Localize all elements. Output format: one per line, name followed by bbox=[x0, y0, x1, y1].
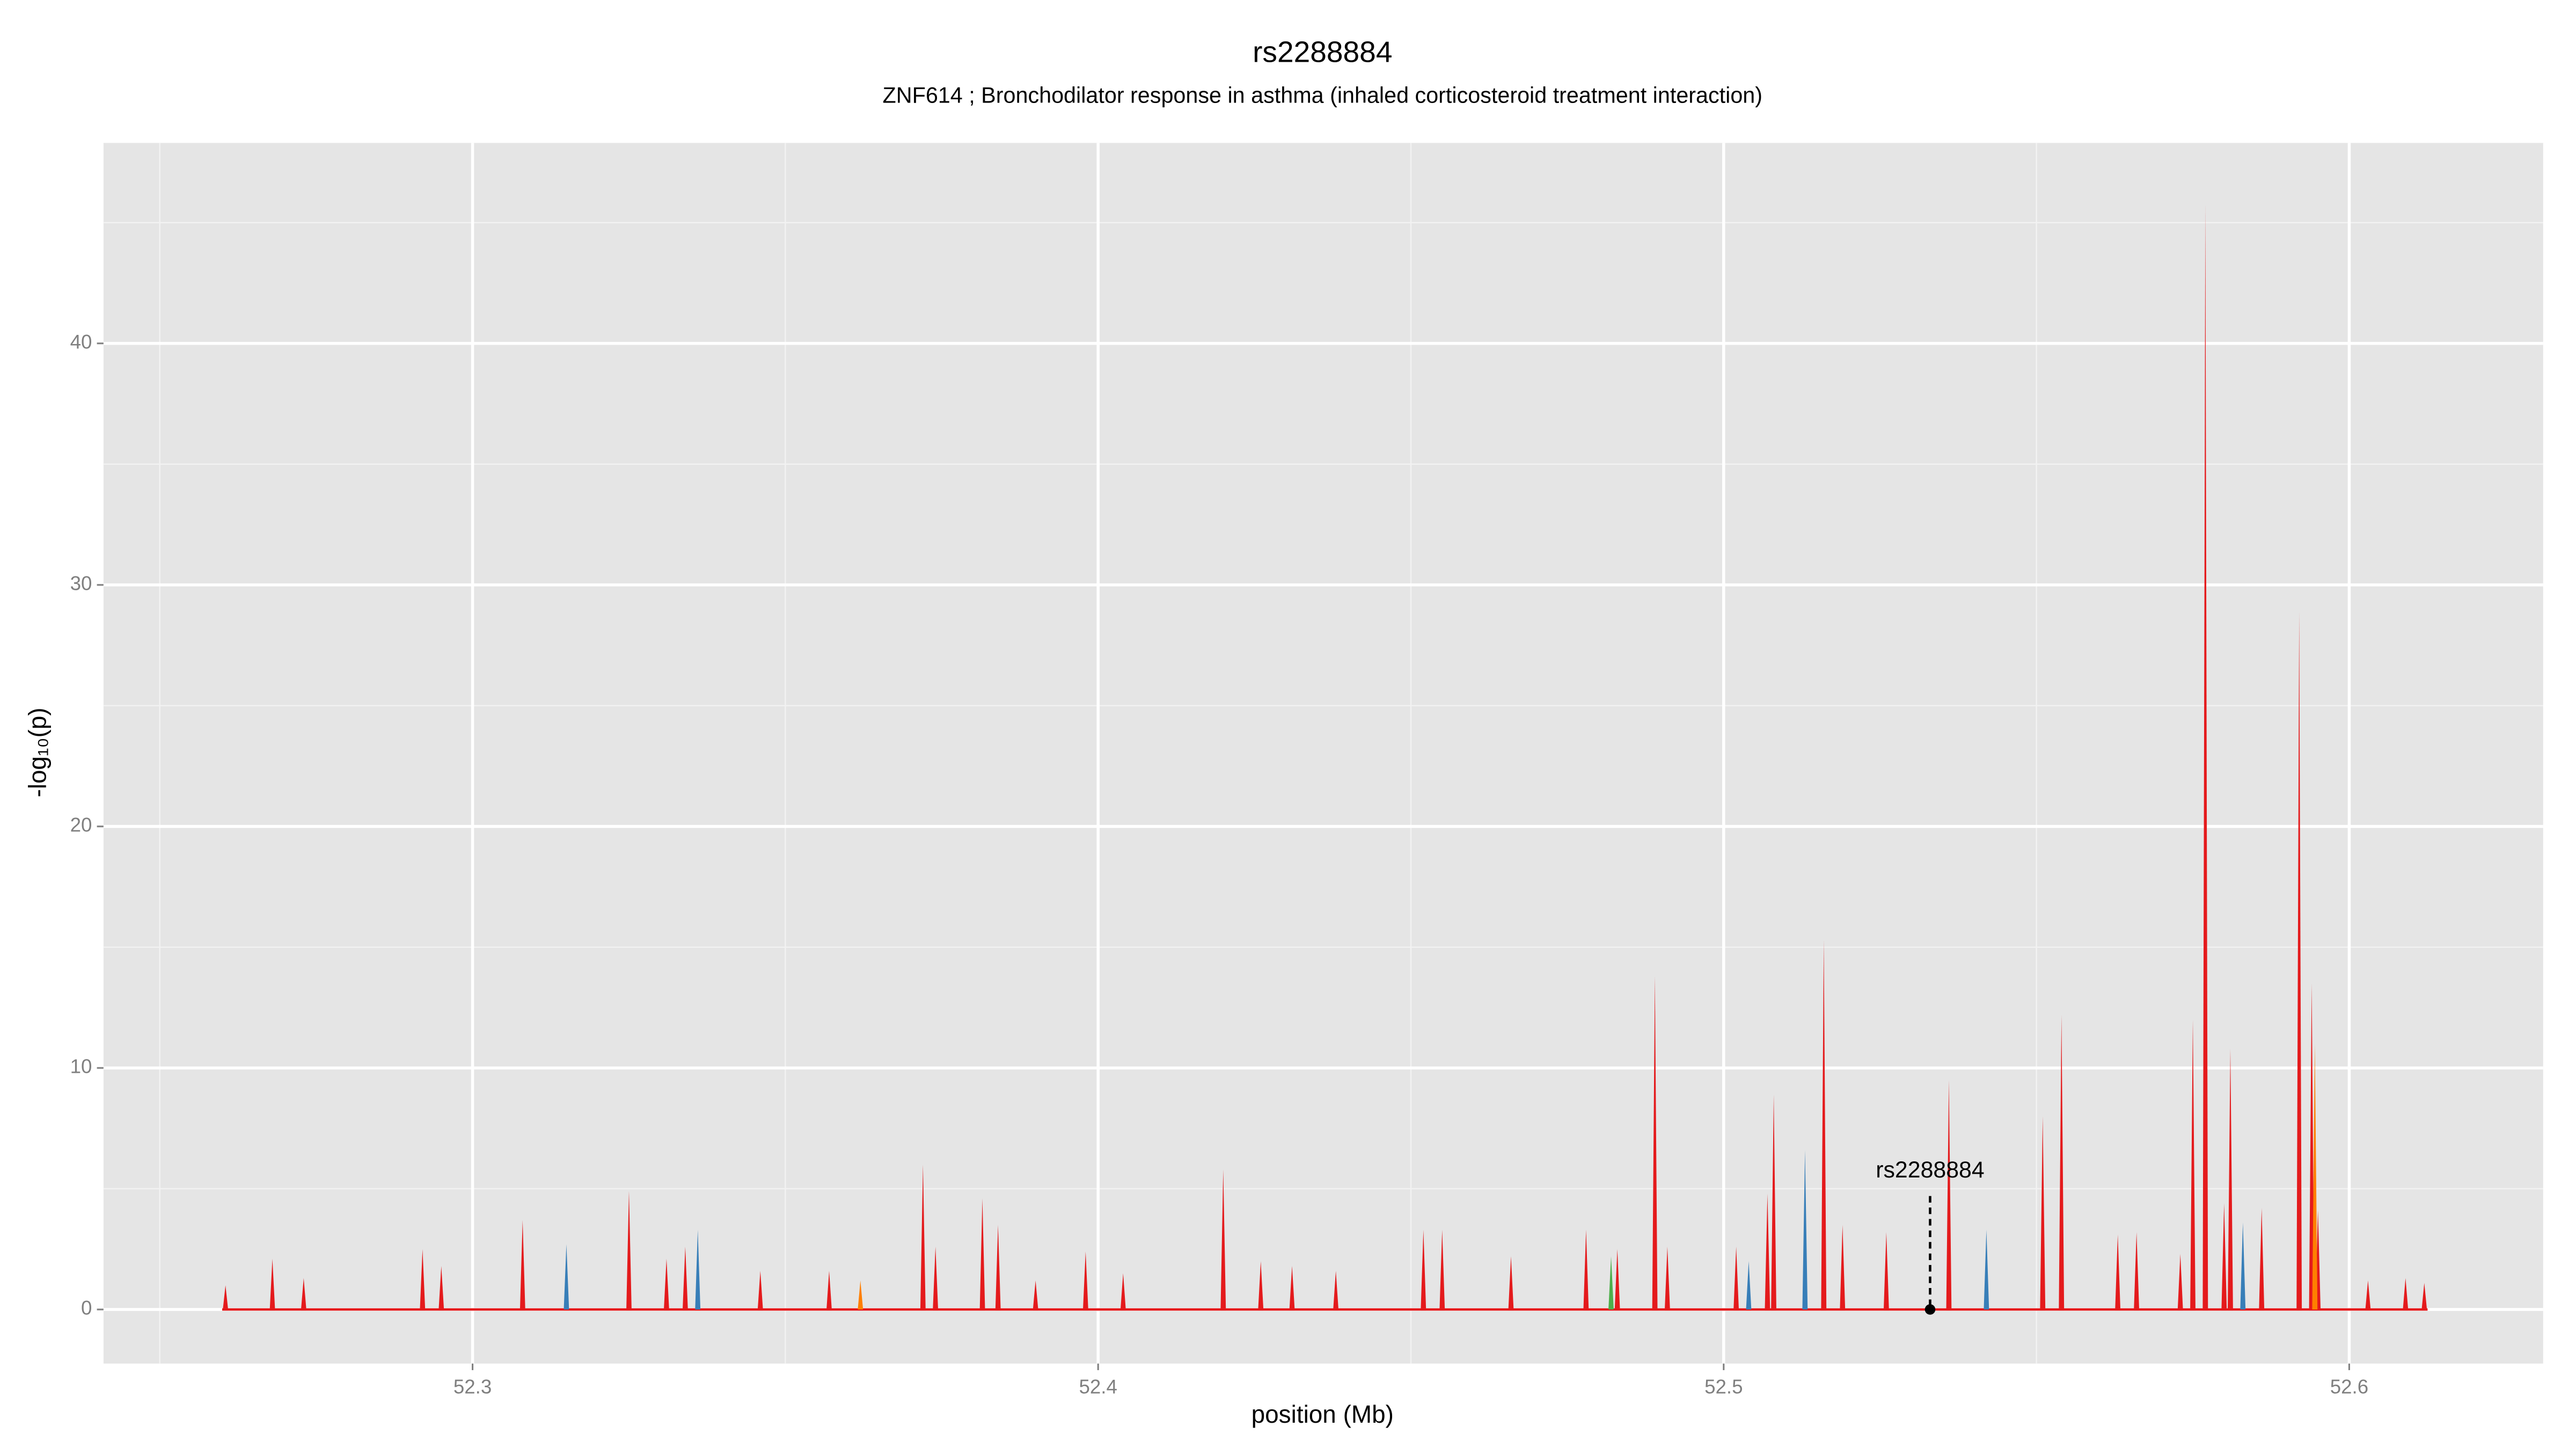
spike bbox=[2221, 1203, 2227, 1310]
spike bbox=[826, 1271, 832, 1310]
spike bbox=[1583, 1230, 1589, 1310]
spike bbox=[2403, 1278, 2409, 1310]
spike bbox=[223, 1285, 229, 1310]
spike bbox=[2240, 1222, 2246, 1310]
y-tick-label: 30 bbox=[70, 573, 92, 595]
spike bbox=[1765, 1193, 1770, 1310]
spike bbox=[626, 1191, 632, 1310]
spike bbox=[1508, 1256, 1514, 1310]
spike bbox=[979, 1198, 985, 1310]
spike bbox=[1614, 1249, 1620, 1310]
spike bbox=[695, 1230, 701, 1310]
spike bbox=[2421, 1283, 2427, 1310]
spike bbox=[564, 1244, 569, 1310]
spike bbox=[1946, 1080, 1952, 1310]
spike bbox=[664, 1258, 669, 1310]
x-tick-label: 52.5 bbox=[1704, 1375, 1743, 1397]
spike bbox=[1439, 1230, 1445, 1310]
y-tick-label: 40 bbox=[70, 331, 92, 353]
spike bbox=[301, 1278, 306, 1310]
spike bbox=[757, 1271, 763, 1310]
spike bbox=[519, 1220, 525, 1310]
y-tick-label: 0 bbox=[81, 1297, 92, 1319]
y-axis-label: -log₁₀(p) bbox=[24, 707, 52, 797]
spike bbox=[1771, 1094, 1776, 1310]
spike bbox=[1258, 1261, 1264, 1310]
spike bbox=[1333, 1271, 1339, 1310]
spike bbox=[1984, 1230, 1989, 1310]
x-tick-label: 52.3 bbox=[453, 1375, 492, 1397]
spike bbox=[269, 1258, 275, 1310]
spike bbox=[2259, 1208, 2265, 1310]
spike bbox=[920, 1164, 926, 1310]
spike bbox=[1421, 1230, 1426, 1310]
y-tick-label: 20 bbox=[70, 814, 92, 836]
x-axis-label: position (Mb) bbox=[1252, 1400, 1394, 1428]
spike bbox=[2202, 203, 2208, 1310]
spike bbox=[2365, 1280, 2371, 1310]
spike bbox=[420, 1249, 426, 1310]
spike bbox=[2040, 1116, 2046, 1310]
spike bbox=[1840, 1225, 1846, 1310]
spike bbox=[1082, 1251, 1088, 1310]
spike bbox=[2115, 1234, 2121, 1310]
spike bbox=[1220, 1169, 1226, 1310]
spike bbox=[2177, 1254, 2183, 1310]
spike bbox=[1652, 976, 1658, 1310]
spike bbox=[1033, 1280, 1038, 1310]
spike bbox=[2296, 611, 2302, 1310]
spike bbox=[1289, 1266, 1295, 1310]
spike bbox=[1665, 1246, 1670, 1310]
spike bbox=[1608, 1256, 1614, 1310]
spike bbox=[1120, 1273, 1126, 1310]
marks bbox=[222, 203, 2428, 1311]
spike bbox=[438, 1266, 444, 1310]
spike bbox=[1746, 1261, 1752, 1310]
spike bbox=[1733, 1246, 1739, 1310]
x-tick-label: 52.4 bbox=[1079, 1375, 1117, 1397]
chart-title: rs2288884 bbox=[1253, 35, 1392, 69]
spike bbox=[995, 1225, 1001, 1310]
spike bbox=[2059, 1014, 2065, 1310]
plot-background bbox=[103, 143, 2543, 1364]
spike bbox=[2312, 1043, 2318, 1310]
annotation-point bbox=[1924, 1304, 1936, 1315]
spike bbox=[858, 1280, 863, 1310]
chart-subtitle: ZNF614 ; Bronchodilator response in asth… bbox=[883, 83, 1763, 108]
x-tick-label: 52.6 bbox=[2330, 1375, 2368, 1397]
spike bbox=[2134, 1232, 2140, 1310]
spike bbox=[1883, 1232, 1889, 1310]
spike bbox=[1802, 1150, 1808, 1310]
spike bbox=[933, 1246, 939, 1310]
y-tick-label: 10 bbox=[70, 1056, 92, 1078]
spike bbox=[682, 1246, 688, 1310]
spike bbox=[2190, 1019, 2196, 1310]
spike bbox=[1821, 940, 1827, 1310]
spike bbox=[2228, 1048, 2233, 1310]
annotation-label: rs2288884 bbox=[1876, 1157, 1984, 1183]
